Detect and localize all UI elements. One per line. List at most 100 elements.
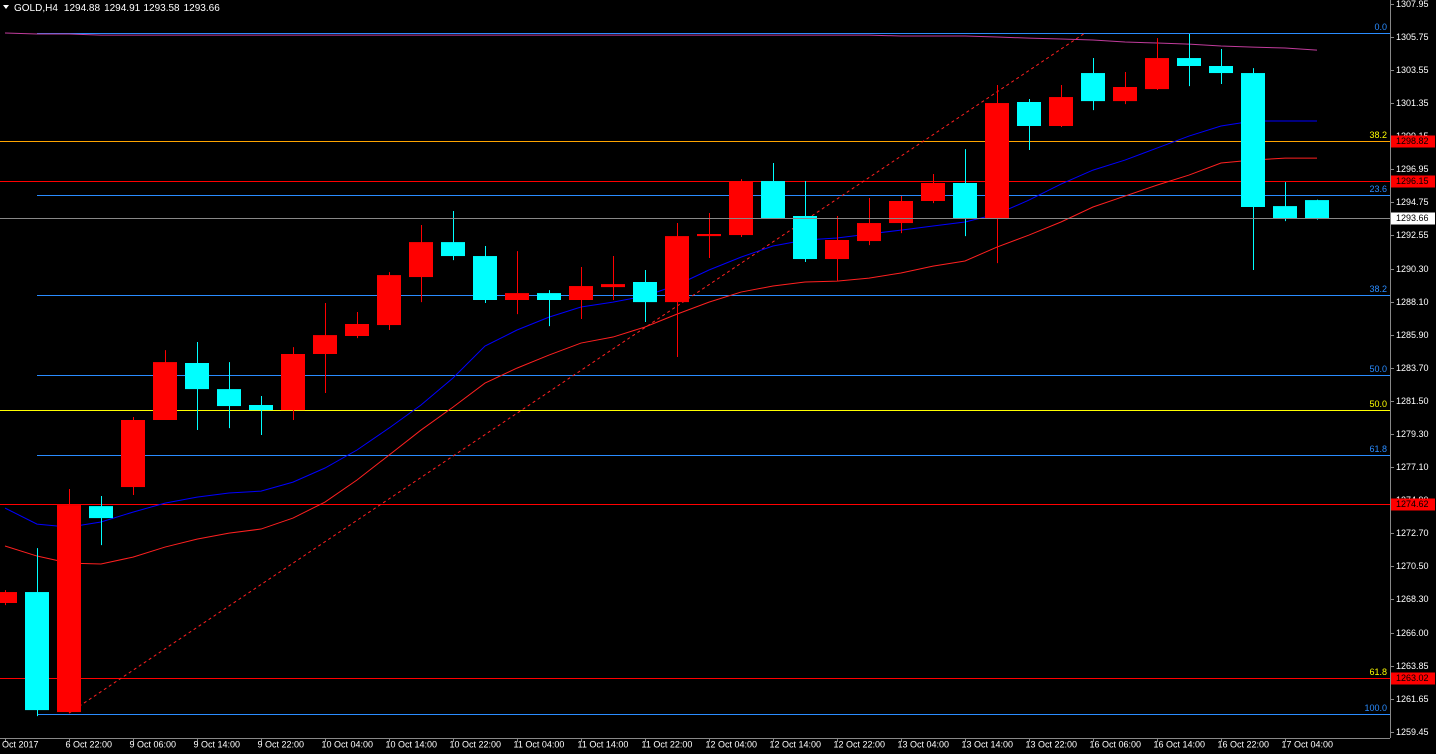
candle-body	[985, 103, 1009, 219]
candle-body	[1081, 73, 1105, 102]
header-open: 1294.88	[64, 3, 101, 14]
y-tick-label: 1270.50	[1396, 561, 1429, 571]
price-box	[1391, 498, 1435, 511]
x-tick-label: 11 Oct 14:00	[578, 739, 629, 749]
x-tick-label: 12 Oct 04:00	[706, 739, 758, 749]
header-high: 1294.91	[104, 3, 141, 14]
candle-body	[1177, 58, 1201, 66]
candle-body	[921, 183, 945, 201]
candle-body	[569, 286, 593, 300]
candle-body	[249, 405, 273, 411]
x-tick-label: 11 Oct 04:00	[514, 739, 565, 749]
candle-body	[889, 201, 913, 224]
x-tick-label: 9 Oct 22:00	[258, 739, 305, 749]
candle-body	[697, 234, 721, 237]
price-box	[1391, 672, 1435, 685]
price-box-label: 1263.02	[1396, 673, 1429, 683]
candle-body	[761, 181, 785, 219]
level-label: 100.0	[1364, 703, 1387, 713]
candle-body	[1113, 87, 1137, 102]
moving-average	[4, 120, 1317, 528]
x-tick-label: 13 Oct 04:00	[898, 739, 950, 749]
y-tick-label: 1305.75	[1396, 32, 1429, 42]
y-tick-label: 1281.50	[1396, 396, 1429, 406]
symbol: GOLD,H4	[14, 3, 58, 14]
chart-header: GOLD,H4 1294.88 1294.91 1293.58 1293.66	[14, 3, 220, 14]
level-label: 38.2	[1369, 130, 1387, 140]
x-tick-label: 9 Oct 14:00	[194, 739, 241, 749]
level-label: 61.8	[1369, 667, 1387, 677]
x-tick-label: 12 Oct 14:00	[770, 739, 822, 749]
y-tick-label: 1307.95	[1396, 0, 1429, 9]
bid-box	[1391, 212, 1435, 225]
y-tick-label: 1283.70	[1396, 363, 1429, 373]
y-tick-label: 1290.30	[1396, 264, 1429, 274]
x-tick-label: Oct 2017	[2, 739, 39, 749]
candle-body	[1209, 66, 1233, 74]
level-label: 50.0	[1369, 399, 1387, 409]
x-tick-label: 17 Oct 04:00	[1282, 739, 1334, 749]
candle-body	[825, 240, 849, 260]
y-tick-label: 1301.35	[1396, 98, 1429, 108]
candle-body	[377, 275, 401, 326]
candle-body	[665, 236, 689, 303]
candle-body	[281, 354, 305, 411]
candle-body	[1305, 200, 1329, 219]
candle-body	[633, 282, 657, 303]
candle-body	[0, 592, 17, 603]
candle-body	[217, 389, 241, 407]
candle-body	[313, 335, 337, 354]
header-close: 1293.66	[184, 3, 221, 14]
x-tick-label: 12 Oct 22:00	[834, 739, 886, 749]
level-label: 0.0	[1374, 22, 1387, 32]
level-label: 38.2	[1369, 284, 1387, 294]
candle-body	[953, 183, 977, 219]
x-tick-label: 16 Oct 22:00	[1218, 739, 1270, 749]
x-tick-label: 13 Oct 14:00	[962, 739, 1014, 749]
y-tick-label: 1279.30	[1396, 429, 1429, 439]
candle-body	[185, 363, 209, 390]
price-box-label: 1296.15	[1396, 176, 1429, 186]
candle-body	[57, 505, 81, 713]
y-tick-label: 1292.55	[1396, 230, 1429, 240]
x-tick-label: 9 Oct 06:00	[130, 739, 177, 749]
x-tick-label: 6 Oct 22:00	[66, 739, 113, 749]
level-label: 61.8	[1369, 444, 1387, 454]
candle-body	[409, 242, 433, 278]
y-tick-label: 1288.10	[1396, 297, 1429, 307]
y-tick-label: 1277.10	[1396, 462, 1429, 472]
candle-body	[121, 420, 145, 488]
y-tick-label: 1268.30	[1396, 594, 1429, 604]
candle-body	[441, 242, 465, 257]
candle-body	[153, 362, 177, 420]
x-tick-label: 13 Oct 22:00	[1026, 739, 1078, 749]
candle-body	[1241, 73, 1265, 207]
price-box-label: 1298.82	[1396, 136, 1429, 146]
level-label: 23.6	[1369, 184, 1387, 194]
y-tick-label: 1263.85	[1396, 661, 1429, 671]
y-tick-label: 1285.90	[1396, 330, 1429, 340]
x-tick-label: 11 Oct 22:00	[642, 739, 693, 749]
candle-body	[1049, 97, 1073, 126]
level-label: 50.0	[1369, 364, 1387, 374]
candle-body	[89, 506, 113, 519]
y-tick-label: 1296.95	[1396, 164, 1429, 174]
header-low: 1293.58	[143, 3, 180, 14]
candle-body	[793, 216, 817, 260]
price-box	[1391, 135, 1435, 148]
candle-body	[1273, 206, 1297, 219]
candle-body	[1145, 58, 1169, 90]
candle-body	[345, 324, 369, 336]
y-tick-label: 1303.55	[1396, 65, 1429, 75]
menu-triangle[interactable]	[3, 5, 9, 9]
candle-body	[857, 223, 881, 242]
candle-body	[729, 181, 753, 236]
y-tick-label: 1259.45	[1396, 727, 1429, 737]
candle-body	[25, 592, 49, 711]
price-box	[1391, 175, 1435, 188]
bid-box-label: 1293.66	[1396, 213, 1429, 223]
x-tick-label: 16 Oct 06:00	[1090, 739, 1142, 749]
y-tick-label: 1261.65	[1396, 694, 1429, 704]
